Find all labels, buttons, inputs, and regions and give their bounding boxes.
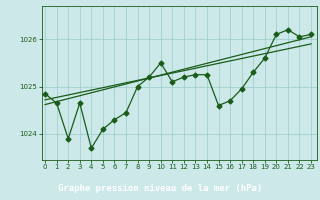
Text: Graphe pression niveau de la mer (hPa): Graphe pression niveau de la mer (hPa) xyxy=(58,184,262,193)
